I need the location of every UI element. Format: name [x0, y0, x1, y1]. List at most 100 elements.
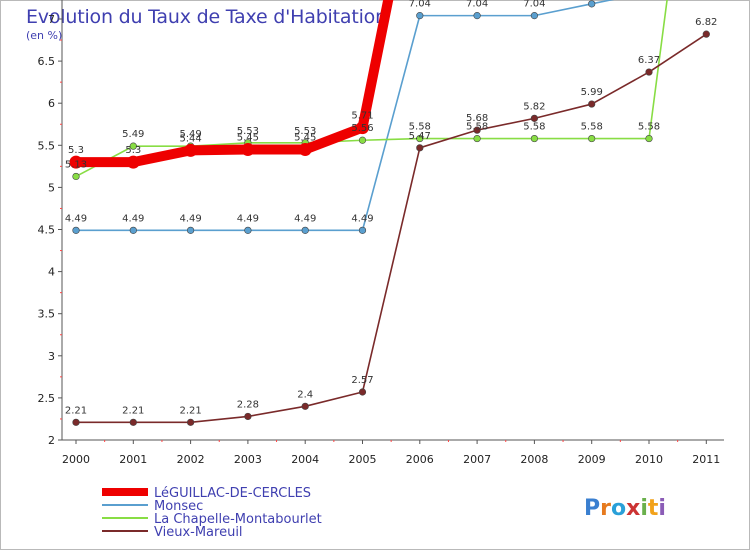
data-point	[358, 388, 367, 396]
data-point	[530, 114, 539, 122]
data-point	[416, 144, 424, 152]
data-point	[129, 418, 137, 426]
proxiti-logo: Proxiti	[584, 496, 666, 521]
x-tick-label: 2000	[62, 453, 90, 466]
data-label: 7.04	[466, 0, 488, 10]
y-tick-label: 2.5	[38, 392, 56, 405]
x-tick-label: 2004	[291, 453, 319, 466]
data-label: 2.21	[122, 405, 144, 416]
data-point	[244, 226, 252, 234]
data-point	[588, 100, 596, 108]
data-point	[301, 226, 309, 234]
data-point	[588, 134, 596, 143]
data-label: 2.21	[65, 405, 87, 416]
data-point	[645, 134, 653, 143]
data-label: 5.3	[68, 145, 84, 156]
data-label: 5.45	[294, 133, 316, 144]
data-label: 4.49	[351, 213, 373, 224]
data-label: 5.49	[122, 129, 144, 140]
legend-label: Monsec	[154, 499, 203, 514]
x-tick-label: 2008	[520, 453, 548, 466]
data-point	[416, 134, 424, 143]
data-label: 5.45	[237, 133, 259, 144]
y-tick-label: 6	[48, 97, 55, 110]
x-tick-label: 2003	[234, 453, 262, 466]
legend-label: LéGUILLAC-DE-CERCLES	[154, 486, 311, 501]
data-label: 2.57	[351, 375, 373, 386]
data-label: 5.82	[523, 101, 545, 112]
data-label: 5.49	[179, 129, 201, 140]
data-point	[301, 402, 309, 410]
data-point	[187, 226, 195, 234]
data-point	[530, 12, 539, 20]
data-label: 5.71	[351, 111, 373, 122]
data-label: 5.53	[237, 126, 259, 137]
data-point	[358, 136, 367, 144]
y-tick-label: 2	[48, 434, 55, 447]
x-tick-label: 2005	[349, 453, 377, 466]
data-label: 5.58	[466, 122, 488, 133]
data-point	[187, 418, 195, 426]
data-point	[702, 30, 710, 38]
data-point	[72, 172, 80, 181]
data-label: 2.4	[297, 389, 313, 400]
data-label: 5.44	[179, 133, 201, 144]
legend-label: La Chapelle-Montabourlet	[154, 512, 322, 527]
y-tick-label: 5	[48, 181, 55, 194]
data-label: 7.04	[409, 0, 431, 10]
data-point	[184, 143, 198, 157]
x-tick-label: 2006	[406, 453, 434, 466]
data-point	[129, 226, 137, 234]
data-label: 4.49	[122, 213, 144, 224]
data-point	[473, 126, 481, 134]
data-point	[129, 142, 137, 150]
data-label: 6.37	[638, 55, 660, 66]
data-label: 7.04	[523, 0, 545, 10]
y-tick-label: 5.5	[38, 139, 56, 152]
data-point	[473, 134, 481, 143]
y-tick-label: 6.5	[38, 55, 56, 68]
x-tick-label: 2010	[635, 453, 663, 466]
x-tick-label: 2001	[119, 453, 147, 466]
chart-subtitle: (en %)	[26, 29, 63, 42]
y-tick-label: 4	[48, 266, 55, 279]
data-label: 5.68	[466, 113, 488, 124]
data-label: 2.21	[179, 405, 201, 416]
legend-label: Vieux-Mareuil	[154, 525, 243, 540]
data-label: 5.58	[581, 122, 603, 133]
data-point	[588, 0, 596, 8]
data-point	[473, 12, 481, 20]
data-point	[645, 68, 653, 76]
data-label: 4.49	[179, 213, 201, 224]
data-label: 5.56	[351, 123, 373, 134]
y-tick-label: 4.5	[38, 224, 56, 237]
data-label: 4.49	[237, 213, 259, 224]
data-label: 5.53	[294, 126, 316, 137]
series-line-LéGUILLAC-DE-CERCLES	[71, 0, 394, 168]
data-point	[530, 134, 539, 143]
data-point	[126, 155, 140, 169]
series-line-Monsec	[75, 0, 615, 232]
x-tick-label: 2007	[463, 453, 491, 466]
y-tick-label: 3	[48, 350, 55, 363]
data-label: 5.58	[409, 122, 431, 133]
y-tick-label: 3.5	[38, 308, 56, 321]
data-point	[241, 143, 255, 157]
x-tick-label: 2009	[578, 453, 606, 466]
data-point	[356, 121, 369, 135]
data-label: 5.58	[638, 122, 660, 133]
data-point	[244, 412, 252, 421]
data-label: 4.49	[65, 213, 87, 224]
data-point	[358, 226, 367, 234]
data-label: 4.49	[294, 213, 316, 224]
chart-title: Evolution du Taux de Taxe d'Habitation	[26, 6, 387, 28]
data-label: 6.82	[695, 17, 717, 28]
data-label: 5.47	[409, 131, 431, 142]
y-tick-label: 7	[48, 13, 55, 26]
data-point	[72, 226, 80, 234]
data-label: 2.28	[237, 399, 259, 410]
data-label: 5.3	[125, 145, 141, 156]
data-point	[416, 12, 424, 20]
data-point	[298, 143, 312, 157]
